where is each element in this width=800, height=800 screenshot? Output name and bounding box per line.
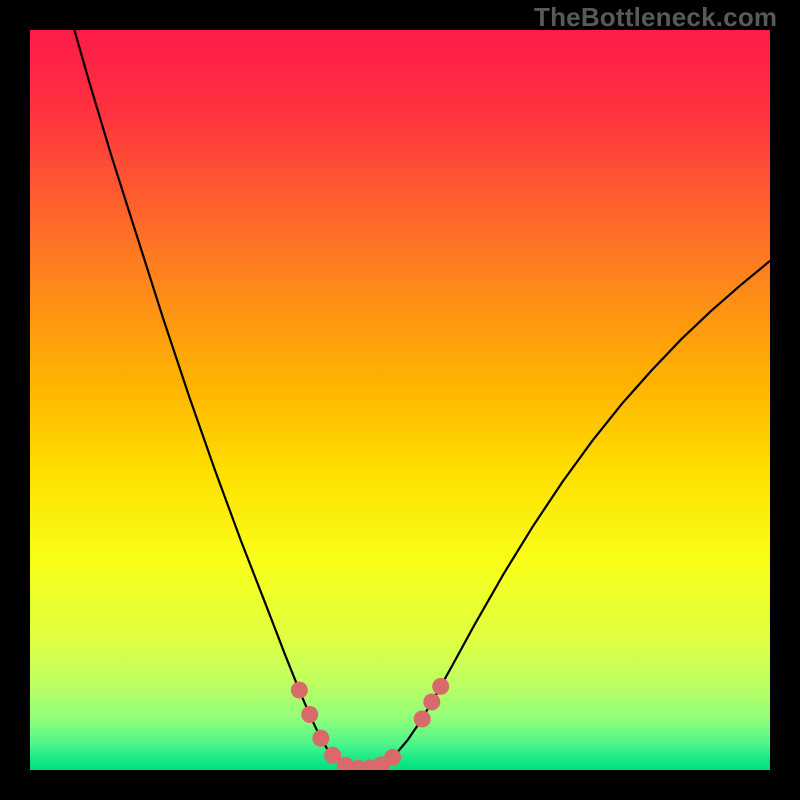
- curve-marker: [384, 749, 401, 766]
- watermark-text: TheBottleneck.com: [534, 2, 777, 33]
- curve-marker: [301, 706, 318, 723]
- curve-marker: [291, 682, 308, 699]
- curve-marker: [312, 730, 329, 747]
- plot-area: [30, 30, 770, 770]
- curve-marker: [414, 710, 431, 727]
- curve-marker: [423, 693, 440, 710]
- curve-marker: [432, 678, 449, 695]
- plot-svg: [30, 30, 770, 770]
- gradient-background: [30, 30, 770, 770]
